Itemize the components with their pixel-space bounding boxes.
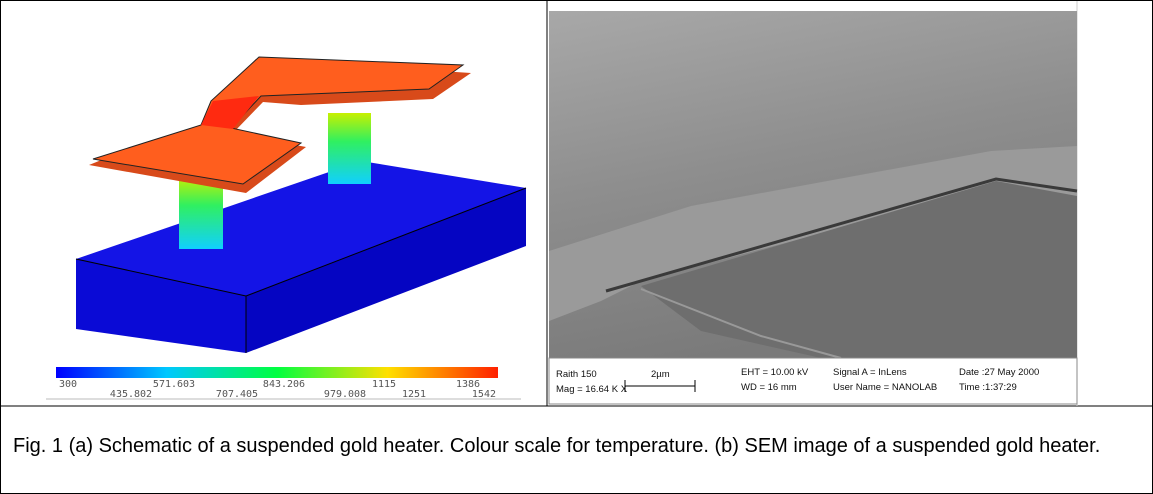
scale-label: 843.206 (263, 379, 305, 390)
heater-schematic (76, 57, 526, 353)
sem-info: Mag = 16.64 K X (556, 384, 628, 395)
scale-label: 979.008 (324, 389, 366, 400)
caption: Fig. 1 (a) Schematic of a suspended gold… (13, 433, 1138, 459)
sem-info: Time :1:37:29 (959, 382, 1017, 393)
sem-info: Raith 150 (556, 369, 597, 380)
scale-label: 435.802 (110, 389, 152, 400)
sem-info: EHT = 10.00 kV (741, 367, 809, 378)
sem-info: Signal A = InLens (833, 367, 907, 378)
sem-info: Date :27 May 2000 (959, 367, 1039, 378)
sem-image (549, 11, 1077, 404)
figure: 300571.603843.20611151386435.802707.4059… (0, 0, 1153, 494)
scale-label: 1542 (472, 389, 496, 400)
scale-label: 571.603 (153, 379, 195, 390)
scale-label: 300 (59, 379, 77, 390)
colour-bar (56, 367, 498, 378)
scale-label: 707.405 (216, 389, 258, 400)
figure-panels: 300571.603843.20611151386435.802707.4059… (1, 1, 1152, 493)
sem-info: User Name = NANOLAB (833, 382, 937, 393)
scale-label: 1251 (402, 389, 426, 400)
sem-info: WD = 16 mm (741, 382, 797, 393)
scale-label: 1115 (372, 379, 396, 390)
sem-info: 2µm (651, 369, 670, 380)
